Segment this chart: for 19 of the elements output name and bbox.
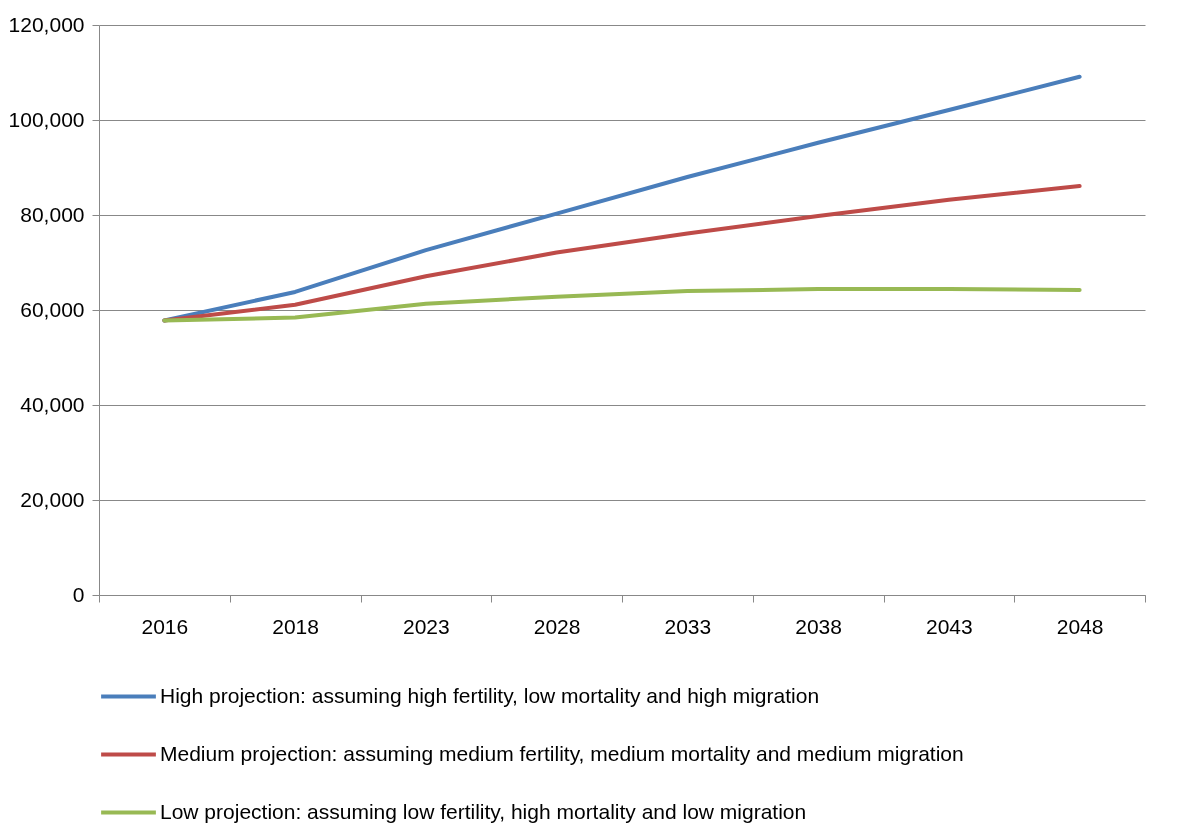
y-tick-label: 40,000	[20, 392, 85, 416]
x-tick-label: 2043	[926, 614, 973, 638]
y-tick-label: 20,000	[20, 487, 85, 511]
y-tick-label: 80,000	[20, 202, 85, 226]
x-tick-label: 2038	[795, 614, 842, 638]
x-tick-label: 2028	[533, 614, 581, 638]
line-series	[162, 287, 1082, 323]
y-tick-label: 120,000	[8, 12, 85, 36]
legend-label: Medium projection: assuming medium fertility, medium mortality and medium migration	[160, 741, 964, 765]
x-tick-label: 2048	[1056, 614, 1104, 638]
y-tick-label: 100,000	[8, 107, 85, 131]
legend-label: High projection: assuming high fertility, low mortality and high migration	[160, 683, 820, 707]
x-tick-label: 2033	[664, 614, 712, 638]
y-tick-label: 60,000	[20, 297, 85, 321]
x-tick-label: 2018	[272, 614, 319, 638]
legend-label: Low projection: assuming low fertility, high mortality and low migration	[160, 799, 807, 823]
x-tick-label: 2016	[141, 614, 189, 638]
x-tick-label: 2023	[403, 614, 450, 638]
y-tick-label: 0	[72, 582, 85, 606]
